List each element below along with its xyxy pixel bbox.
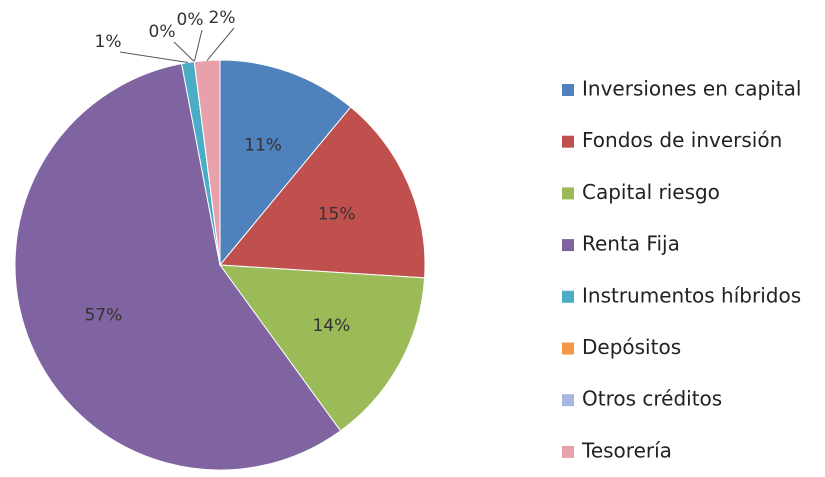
- data-label: 57%: [84, 305, 122, 325]
- legend-label: Fondos de inversión: [582, 128, 782, 152]
- legend-label: Depósitos: [582, 335, 681, 359]
- legend-swatch: [562, 84, 574, 96]
- data-label: 1%: [95, 32, 122, 52]
- data-label: 11%: [244, 135, 282, 155]
- legend-swatch: [562, 394, 574, 407]
- legend-swatch: [562, 445, 574, 458]
- data-label: 0%: [177, 10, 204, 30]
- legend-label: Renta Fija: [582, 232, 680, 256]
- pie-slice: [218, 106, 426, 279]
- pie-slice: [218, 264, 426, 432]
- legend-label: Otros créditos: [582, 387, 722, 411]
- legend-label: Instrumentos híbridos: [582, 283, 801, 307]
- legend-label: Tesorería: [581, 438, 672, 462]
- data-label: 2%: [209, 8, 236, 28]
- data-label: 15%: [318, 205, 356, 225]
- leader-line: [119, 51, 189, 64]
- pie-slice: [14, 63, 342, 471]
- leader-line: [173, 41, 195, 62]
- leader-line: [206, 27, 235, 61]
- data-label: 14%: [312, 316, 350, 336]
- legend-swatch: [562, 342, 574, 355]
- legend-swatch: [562, 239, 574, 252]
- legend-swatch: [562, 187, 574, 200]
- data-label: 0%: [149, 22, 176, 42]
- legend-swatch: [562, 290, 574, 303]
- legend-label: Capital riesgo: [582, 180, 720, 204]
- pie-slice: [219, 59, 352, 267]
- leader-line: [193, 29, 203, 62]
- legend-swatch: [562, 135, 574, 148]
- legend-label: Inversiones en capital: [582, 77, 801, 101]
